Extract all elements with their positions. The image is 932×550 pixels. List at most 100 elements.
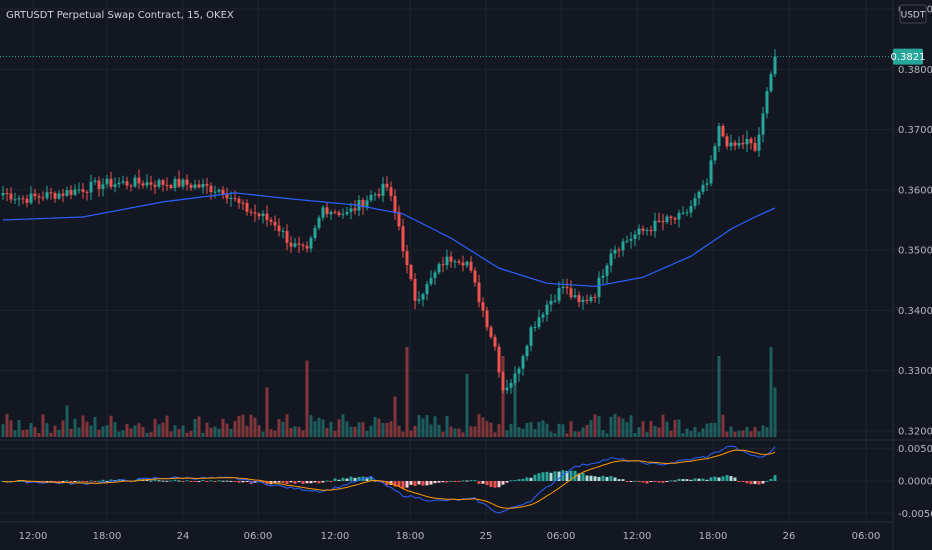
candle-body[interactable] [225,194,229,199]
candle-body[interactable] [401,226,405,252]
symbol-title[interactable]: GRTUSDT Perpetual Swap Contract, 15, OKE… [6,10,234,21]
candle-body[interactable] [425,284,429,295]
candle-body[interactable] [513,373,517,383]
candle-body[interactable] [517,368,521,374]
currency-button-frame[interactable] [899,4,927,24]
candle-body[interactable] [545,304,549,315]
candle-body[interactable] [489,327,493,337]
candle-body[interactable] [325,207,329,215]
candle-body[interactable] [281,230,285,232]
candle-body[interactable] [133,177,137,187]
candle-body[interactable] [125,181,129,186]
candle-body[interactable] [353,208,357,211]
candle-body[interactable] [705,183,709,185]
candle-body[interactable] [697,191,701,199]
candle-body[interactable] [57,193,61,199]
candle-body[interactable] [597,277,601,297]
candle-body[interactable] [397,212,401,227]
candle-body[interactable] [417,299,421,301]
candle-body[interactable] [561,286,565,289]
candle-body[interactable] [33,193,37,197]
candle-body[interactable] [189,184,193,188]
candle-body[interactable] [277,225,281,232]
candle-body[interactable] [121,181,125,183]
candle-body[interactable] [505,387,509,391]
candle-body[interactable] [681,212,685,214]
candle-body[interactable] [601,275,605,278]
candle-body[interactable] [69,190,73,195]
candle-body[interactable] [641,228,645,231]
candle-body[interactable] [725,136,729,147]
candle-body[interactable] [113,184,117,187]
candle-body[interactable] [105,178,109,185]
candle-body[interactable] [201,184,205,188]
candle-body[interactable] [605,265,609,276]
candle-body[interactable] [197,184,201,188]
candle-body[interactable] [629,238,633,241]
candle-body[interactable] [581,299,585,303]
candle-body[interactable] [29,193,33,203]
candle-body[interactable] [209,185,213,193]
candle-body[interactable] [573,295,577,298]
candle-body[interactable] [205,184,209,186]
candle-body[interactable] [501,372,505,391]
candle-body[interactable] [273,221,277,226]
candle-body[interactable] [585,299,589,301]
candle-body[interactable] [65,190,69,196]
candle-body[interactable] [757,134,761,151]
candle-body[interactable] [169,184,173,189]
candle-body[interactable] [593,296,597,298]
candle-body[interactable] [717,126,721,147]
candle-body[interactable] [21,198,25,200]
candle-body[interactable] [657,220,661,222]
candle-body[interactable] [165,184,169,186]
candle-body[interactable] [413,278,417,301]
candle-body[interactable] [221,189,225,195]
candle-body[interactable] [669,216,673,219]
candle-body[interactable] [541,314,545,318]
candle-body[interactable] [737,143,741,146]
candle-body[interactable] [349,208,353,212]
candle-body[interactable] [765,91,769,114]
candle-body[interactable] [733,142,737,146]
candle-body[interactable] [289,242,293,247]
candle-body[interactable] [449,256,453,262]
candle-body[interactable] [749,138,753,144]
candle-body[interactable] [537,317,541,327]
candle-body[interactable] [177,178,181,187]
candle-body[interactable] [365,200,369,208]
candle-body[interactable] [685,212,689,214]
candle-body[interactable] [313,227,317,238]
candle-body[interactable] [533,326,537,328]
candle-body[interactable] [173,178,177,189]
candle-body[interactable] [625,240,629,242]
candle-body[interactable] [237,198,241,203]
candle-body[interactable] [721,126,725,137]
candle-body[interactable] [493,336,497,347]
candle-body[interactable] [265,213,269,220]
candle-body[interactable] [761,113,765,135]
candle-body[interactable] [345,211,349,215]
candle-body[interactable] [381,183,385,196]
time-axis[interactable]: 12:00 18:00 24 06:00 12:00 18:00 25 06:00 12:00 1… [19,531,881,542]
candle-body[interactable] [361,199,365,208]
candle-body[interactable] [137,177,141,184]
candle-body[interactable] [405,251,409,266]
candle-body[interactable] [161,180,165,185]
candle-body[interactable] [285,230,289,243]
candle-body[interactable] [13,199,17,201]
candle-body[interactable] [469,261,473,271]
currency-button[interactable]: USDT [899,4,927,24]
candlesticks[interactable] [1,49,777,395]
candle-body[interactable] [621,241,625,251]
candle-body[interactable] [445,256,449,266]
candle-body[interactable] [37,196,41,198]
candle-body[interactable] [693,198,697,206]
candle-body[interactable] [1,192,5,196]
candle-body[interactable] [373,194,377,196]
candle-body[interactable] [5,192,9,194]
candle-body[interactable] [649,229,653,232]
candle-body[interactable] [145,182,149,186]
candle-body[interactable] [369,194,373,201]
